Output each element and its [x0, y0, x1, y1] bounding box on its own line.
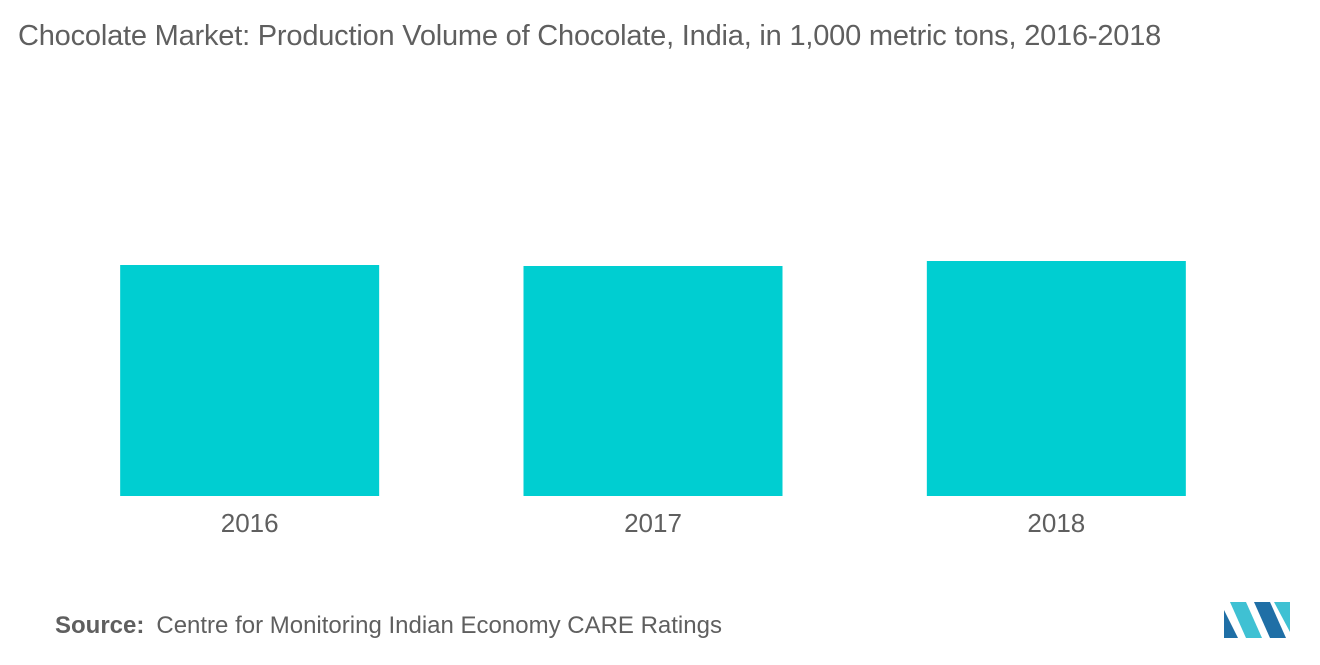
- source-text: Centre for Monitoring Indian Economy CAR…: [156, 612, 722, 639]
- chart-title: Chocolate Market: Production Volume of C…: [18, 20, 1162, 52]
- source-line: Source: Centre for Monitoring Indian Econ…: [55, 612, 722, 640]
- logo-mid-stroke: [1230, 602, 1262, 638]
- x-tick-label-2017: 2017: [624, 508, 682, 538]
- logo-left-stroke: [1224, 610, 1238, 638]
- logo-edge-stroke: [1274, 602, 1290, 632]
- mordor-intelligence-logo-icon: [1224, 602, 1290, 638]
- bar-2016: [120, 265, 380, 496]
- x-tick-label-2016: 2016: [221, 508, 279, 538]
- bar-chart: 2016 2017 2018: [120, 261, 1186, 538]
- logo-right-stroke: [1254, 602, 1286, 638]
- x-tick-label-2018: 2018: [1027, 508, 1085, 538]
- source-label: Source:: [55, 612, 145, 639]
- bar-2018: [926, 261, 1186, 496]
- bar-2017: [523, 266, 783, 496]
